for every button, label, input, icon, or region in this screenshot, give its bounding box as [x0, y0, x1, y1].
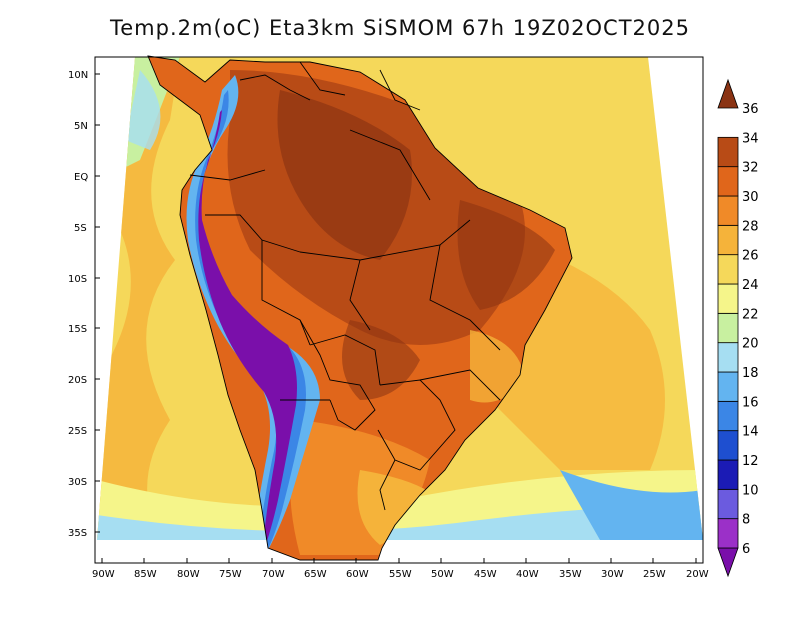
lat-label-eq: EQ	[74, 172, 88, 183]
colorbar-label: 18	[742, 366, 759, 381]
longitude-axis: 90W 85W 80W 75W 70W 65W 60W 55W 50W 45W …	[92, 558, 709, 580]
lon-label-45w: 45W	[474, 569, 497, 580]
lon-label-30w: 30W	[601, 569, 624, 580]
pacific-cold-zone	[125, 70, 161, 150]
lat-label-15s: 15S	[68, 324, 87, 335]
colorbar-segment	[717, 459, 739, 490]
lon-label-35w: 35W	[559, 569, 582, 580]
colorbar-label: 14	[742, 425, 759, 440]
colorbar-segment	[717, 518, 739, 549]
pacific-warm-zone	[97, 57, 180, 540]
colorbar-label: 22	[742, 307, 759, 322]
lon-label-20w: 20W	[686, 569, 709, 580]
lat-label-10s: 10S	[68, 274, 87, 285]
lon-label-70w: 70W	[262, 569, 285, 580]
lat-label-35s: 35S	[68, 528, 87, 539]
lon-label-25w: 25W	[643, 569, 666, 580]
lon-label-50w: 50W	[431, 569, 454, 580]
lon-label-75w: 75W	[219, 569, 242, 580]
colorbar-label: 28	[742, 219, 759, 234]
south-cold-band	[97, 505, 703, 540]
colorbar-label: 36	[742, 102, 759, 117]
colorbar-label: 8	[742, 513, 750, 528]
lat-label-5n: 5N	[74, 121, 88, 132]
colorbar-label: 10	[742, 483, 759, 498]
lon-label-55w: 55W	[389, 569, 412, 580]
colorbar-label: 20	[742, 337, 759, 352]
colorbar-segment	[717, 136, 739, 168]
lon-label-40w: 40W	[516, 569, 539, 580]
colorbar-label: 6	[742, 542, 750, 557]
colorbar-segment	[717, 488, 739, 520]
lon-label-80w: 80W	[177, 569, 200, 580]
andes-cold-zone	[198, 110, 297, 555]
map-title: Temp.2m(oC) Eta3km SiSMOM 67h 19Z02OCT20…	[110, 16, 690, 40]
colorbar-arrow-low	[717, 547, 739, 578]
colorbar-segment	[717, 342, 739, 373]
colorbar-label: 30	[742, 190, 759, 205]
colorbar-segment	[717, 166, 739, 197]
colorbar-segment	[717, 283, 739, 314]
colorbar-label: 16	[742, 395, 759, 410]
colorbar-label: 34	[742, 131, 759, 146]
south-colder-band	[560, 470, 703, 540]
lat-label-20s: 20S	[68, 375, 87, 386]
lon-label-60w: 60W	[346, 569, 369, 580]
colorbar-segment	[717, 430, 739, 461]
colorbar-label: 32	[742, 161, 759, 176]
lon-label-90w: 90W	[92, 569, 115, 580]
lon-label-65w: 65W	[304, 569, 327, 580]
colorbar-label: 26	[742, 249, 759, 264]
lon-label-85w: 85W	[134, 569, 157, 580]
colorbar-segment	[717, 400, 739, 432]
colorbar-segment	[717, 224, 739, 256]
northeast-hot-zone	[457, 200, 555, 310]
lat-label-30s: 30S	[68, 477, 87, 488]
amazon-extreme-zone	[277, 90, 412, 260]
colorbar: 6 8 10 12 14 16 18 20 22 24 26 28 30 32 34 36	[717, 78, 759, 578]
lat-label-25s: 25S	[68, 426, 87, 437]
lat-label-10n: 10N	[68, 70, 88, 81]
colorbar-label: 24	[742, 278, 759, 293]
colorbar-segment	[717, 371, 739, 402]
country-borders	[147, 55, 573, 561]
uruguay-mild-zone	[357, 470, 440, 545]
pantanal-hot-zone	[342, 320, 420, 400]
latitude-axis: 10N 5N EQ 5S 10S 15S 20S 25S 30S 35S	[68, 70, 100, 539]
colorbar-segment	[717, 195, 739, 226]
lat-label-5s: 5S	[74, 223, 87, 234]
colorbar-arrow-high	[717, 78, 739, 109]
colorbar-segment	[717, 312, 739, 344]
colorbar-segment	[717, 254, 739, 285]
colorbar-label: 12	[742, 454, 759, 469]
